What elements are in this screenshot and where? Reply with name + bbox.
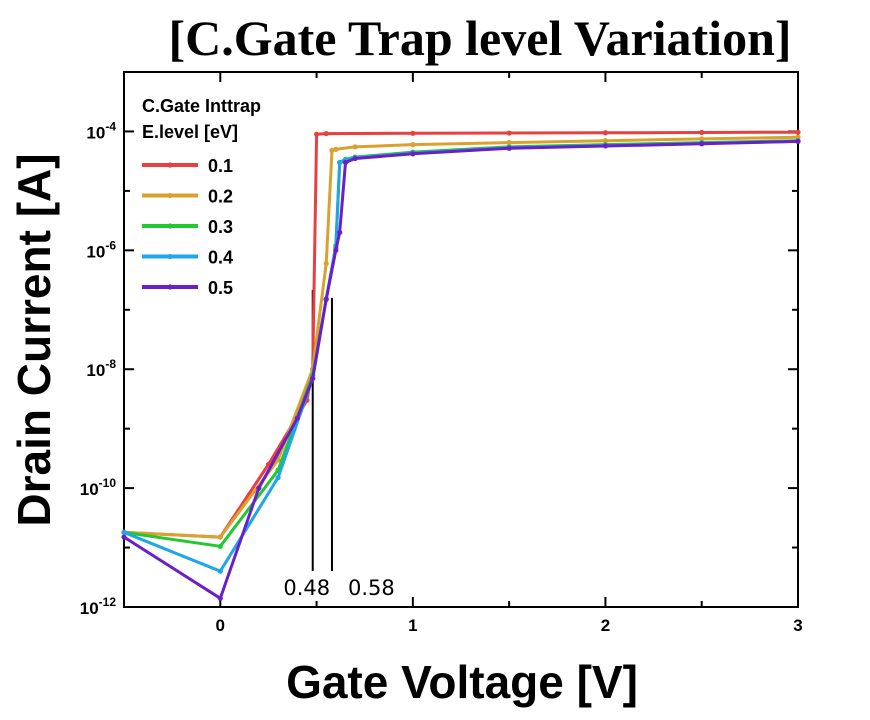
data-point: [602, 138, 609, 144]
legend-entry: 0.3: [142, 217, 233, 237]
data-point: [352, 144, 358, 150]
data-point: [323, 130, 329, 137]
data-point: [256, 485, 262, 491]
y-tick-label: 10-12: [80, 595, 117, 618]
series-line: [123, 130, 799, 539]
x-tick-label: 3: [793, 616, 802, 635]
data-point: [795, 129, 801, 135]
y-tick-label: 10-6: [86, 238, 116, 261]
data-point: [217, 595, 223, 601]
series-0.5: [121, 138, 801, 601]
legend-entry: 0.1: [142, 156, 233, 176]
x-tick-label: 2: [601, 616, 610, 635]
data-point: [313, 131, 320, 137]
data-point: [310, 375, 316, 382]
y-axis: 10-12 10-10 10-8 10-6 10-4: [80, 71, 798, 618]
data-point: [333, 247, 339, 253]
legend-label: 0.2: [208, 187, 233, 207]
legend-marker: [167, 223, 173, 229]
legend-marker: [167, 253, 173, 260]
y-tick-label: 10-8: [86, 357, 116, 380]
legend: C.Gate Inttrap E.level [eV] 0.1 0.2 0.3 0.4 0.…: [142, 96, 261, 298]
legend-title: E.level [eV]: [142, 122, 238, 142]
data-point: [217, 543, 223, 549]
data-point: [795, 138, 801, 145]
data-point: [323, 296, 329, 302]
y-axis-label: Drain Current [A]: [8, 153, 60, 526]
data-point: [506, 145, 512, 151]
legend-label: 0.5: [208, 278, 233, 298]
legend-entry: 0.4: [142, 248, 233, 268]
legend-marker: [167, 192, 173, 199]
legend-label: 0.1: [208, 156, 233, 176]
data-point: [337, 159, 343, 166]
data-point: [506, 130, 512, 136]
data-point: [217, 568, 223, 574]
series-group: [121, 129, 801, 601]
data-point: [699, 136, 705, 142]
data-point: [275, 475, 281, 481]
data-point: [506, 139, 512, 146]
x-tick-label: 1: [408, 616, 417, 635]
legend-entry: 0.5: [142, 278, 233, 298]
legend-label: 0.4: [208, 248, 233, 268]
data-point: [410, 142, 416, 148]
data-point: [217, 534, 223, 540]
y-tick-label: 10-10: [80, 476, 117, 499]
legend-entry: 0.2: [142, 187, 233, 207]
data-point: [699, 129, 705, 136]
data-point: [337, 229, 343, 236]
data-point: [294, 415, 300, 421]
annotation-lines: 0.48 0.58: [283, 289, 395, 600]
legend-marker: [167, 284, 173, 290]
chart-title: [C.Gate Trap level Variation]: [168, 10, 791, 66]
x-tick-label: 0: [216, 616, 225, 635]
legend-title: C.Gate Inttrap: [142, 96, 261, 116]
data-point: [352, 155, 358, 162]
annotation-label: 0.58: [348, 576, 395, 600]
data-point: [323, 260, 329, 267]
data-point: [410, 151, 416, 157]
data-point: [602, 130, 609, 136]
x-axis: 0 1 2 3: [123, 72, 803, 635]
legend-marker: [167, 162, 173, 168]
data-point: [602, 143, 609, 149]
data-point: [121, 534, 127, 540]
annotation-label: 0.48: [283, 576, 330, 600]
x-axis-label: Gate Voltage [V]: [286, 656, 638, 708]
legend-label: 0.3: [208, 217, 233, 237]
data-point: [121, 529, 127, 535]
data-point: [699, 141, 705, 147]
plot-frame: [123, 71, 799, 608]
data-point: [410, 130, 416, 136]
data-point: [342, 159, 349, 166]
data-point: [333, 146, 339, 152]
y-tick-label: 10-4: [86, 119, 116, 142]
